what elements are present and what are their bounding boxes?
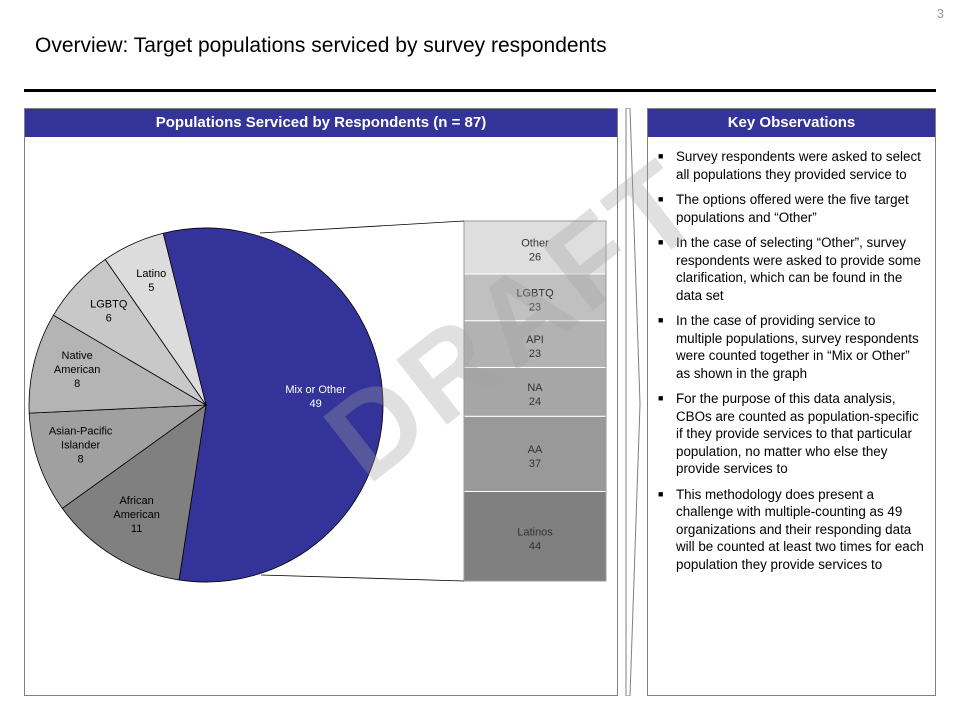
pie-slice [28, 404, 208, 509]
observation-item: ■ Survey respondents were asked to select… [656, 148, 925, 183]
bar-segment [463, 320, 607, 368]
observation-text: This methodology does present a challeng… [676, 486, 924, 572]
bar-segment [463, 491, 607, 582]
observation-text: For the purpose of this data analysis, C… [676, 391, 919, 476]
connector-line [259, 220, 465, 234]
observation-item: ■ For the purpose of this data analysis, … [656, 390, 925, 478]
bar-segment-label: LGBTQ 23 [516, 287, 554, 313]
bar-outline [463, 220, 607, 582]
observation-text: Survey respondents were asked to select … [676, 149, 921, 182]
pie-slice [162, 227, 384, 583]
connector-line [260, 574, 465, 582]
bar-segment [463, 366, 607, 417]
bar-segment-label: AA 37 [528, 444, 543, 470]
observation-text: In the case of providing service to mult… [676, 313, 919, 381]
observation-item: ■ The options offered were the five targe… [656, 191, 925, 226]
observations-list: ■ Survey respondents were asked to select… [648, 137, 935, 573]
pie-slice-label: Native American 8 [54, 350, 100, 390]
chart-panel-header: Populations Serviced by Respondents (n =… [25, 109, 617, 137]
pie-slice [61, 404, 207, 581]
bullet-icon: ■ [658, 151, 664, 161]
pie-slice-label: LGBTQ 6 [90, 299, 128, 325]
bar-segment [463, 220, 607, 275]
bullet-icon: ■ [658, 237, 664, 247]
pie-slice [104, 232, 207, 406]
pie-slice-label: African American 11 [113, 495, 159, 535]
bar-segment [463, 415, 607, 492]
title-divider [24, 89, 936, 92]
bar-segment-label: Other 26 [521, 237, 549, 263]
bullet-icon: ■ [658, 194, 664, 204]
page-number: 3 [936, 6, 944, 21]
bullet-icon: ■ [658, 393, 664, 403]
chart-panel: Populations Serviced by Respondents (n =… [24, 108, 618, 696]
observation-text: The options offered were the five target… [676, 192, 909, 225]
bar-segment-label: NA 24 [527, 382, 543, 408]
bullet-icon: ■ [658, 315, 664, 325]
page-title: Overview: Target populations serviced by… [35, 34, 607, 57]
chevron-arrow-icon [625, 108, 641, 696]
pie-slice-label: Mix or Other 49 [285, 384, 346, 410]
pie-slice-label: Latino 5 [136, 268, 166, 294]
populations-chart: Mix or Other 49 African American 11Asian-Pac… [28, 220, 607, 583]
observation-item: ■ In the case of selecting “Other”, surve… [656, 234, 925, 304]
pie-slice [28, 314, 208, 414]
bullet-icon: ■ [658, 488, 664, 499]
pie-slice-label: Asian-Pacific Islander 8 [49, 426, 113, 466]
observations-panel: Key Observations ■ Survey respondents wer… [647, 108, 936, 696]
observation-item: ■ In the case of providing service to mul… [656, 312, 925, 382]
observation-text: In the case of selecting “Other”, survey… [676, 235, 921, 303]
bar-segment-label: API 23 [526, 334, 544, 360]
observation-item: ■ This methodology does present a challen… [656, 486, 925, 574]
observations-header: Key Observations [648, 109, 935, 137]
bar-segment-label: Latinos 44 [517, 526, 553, 552]
